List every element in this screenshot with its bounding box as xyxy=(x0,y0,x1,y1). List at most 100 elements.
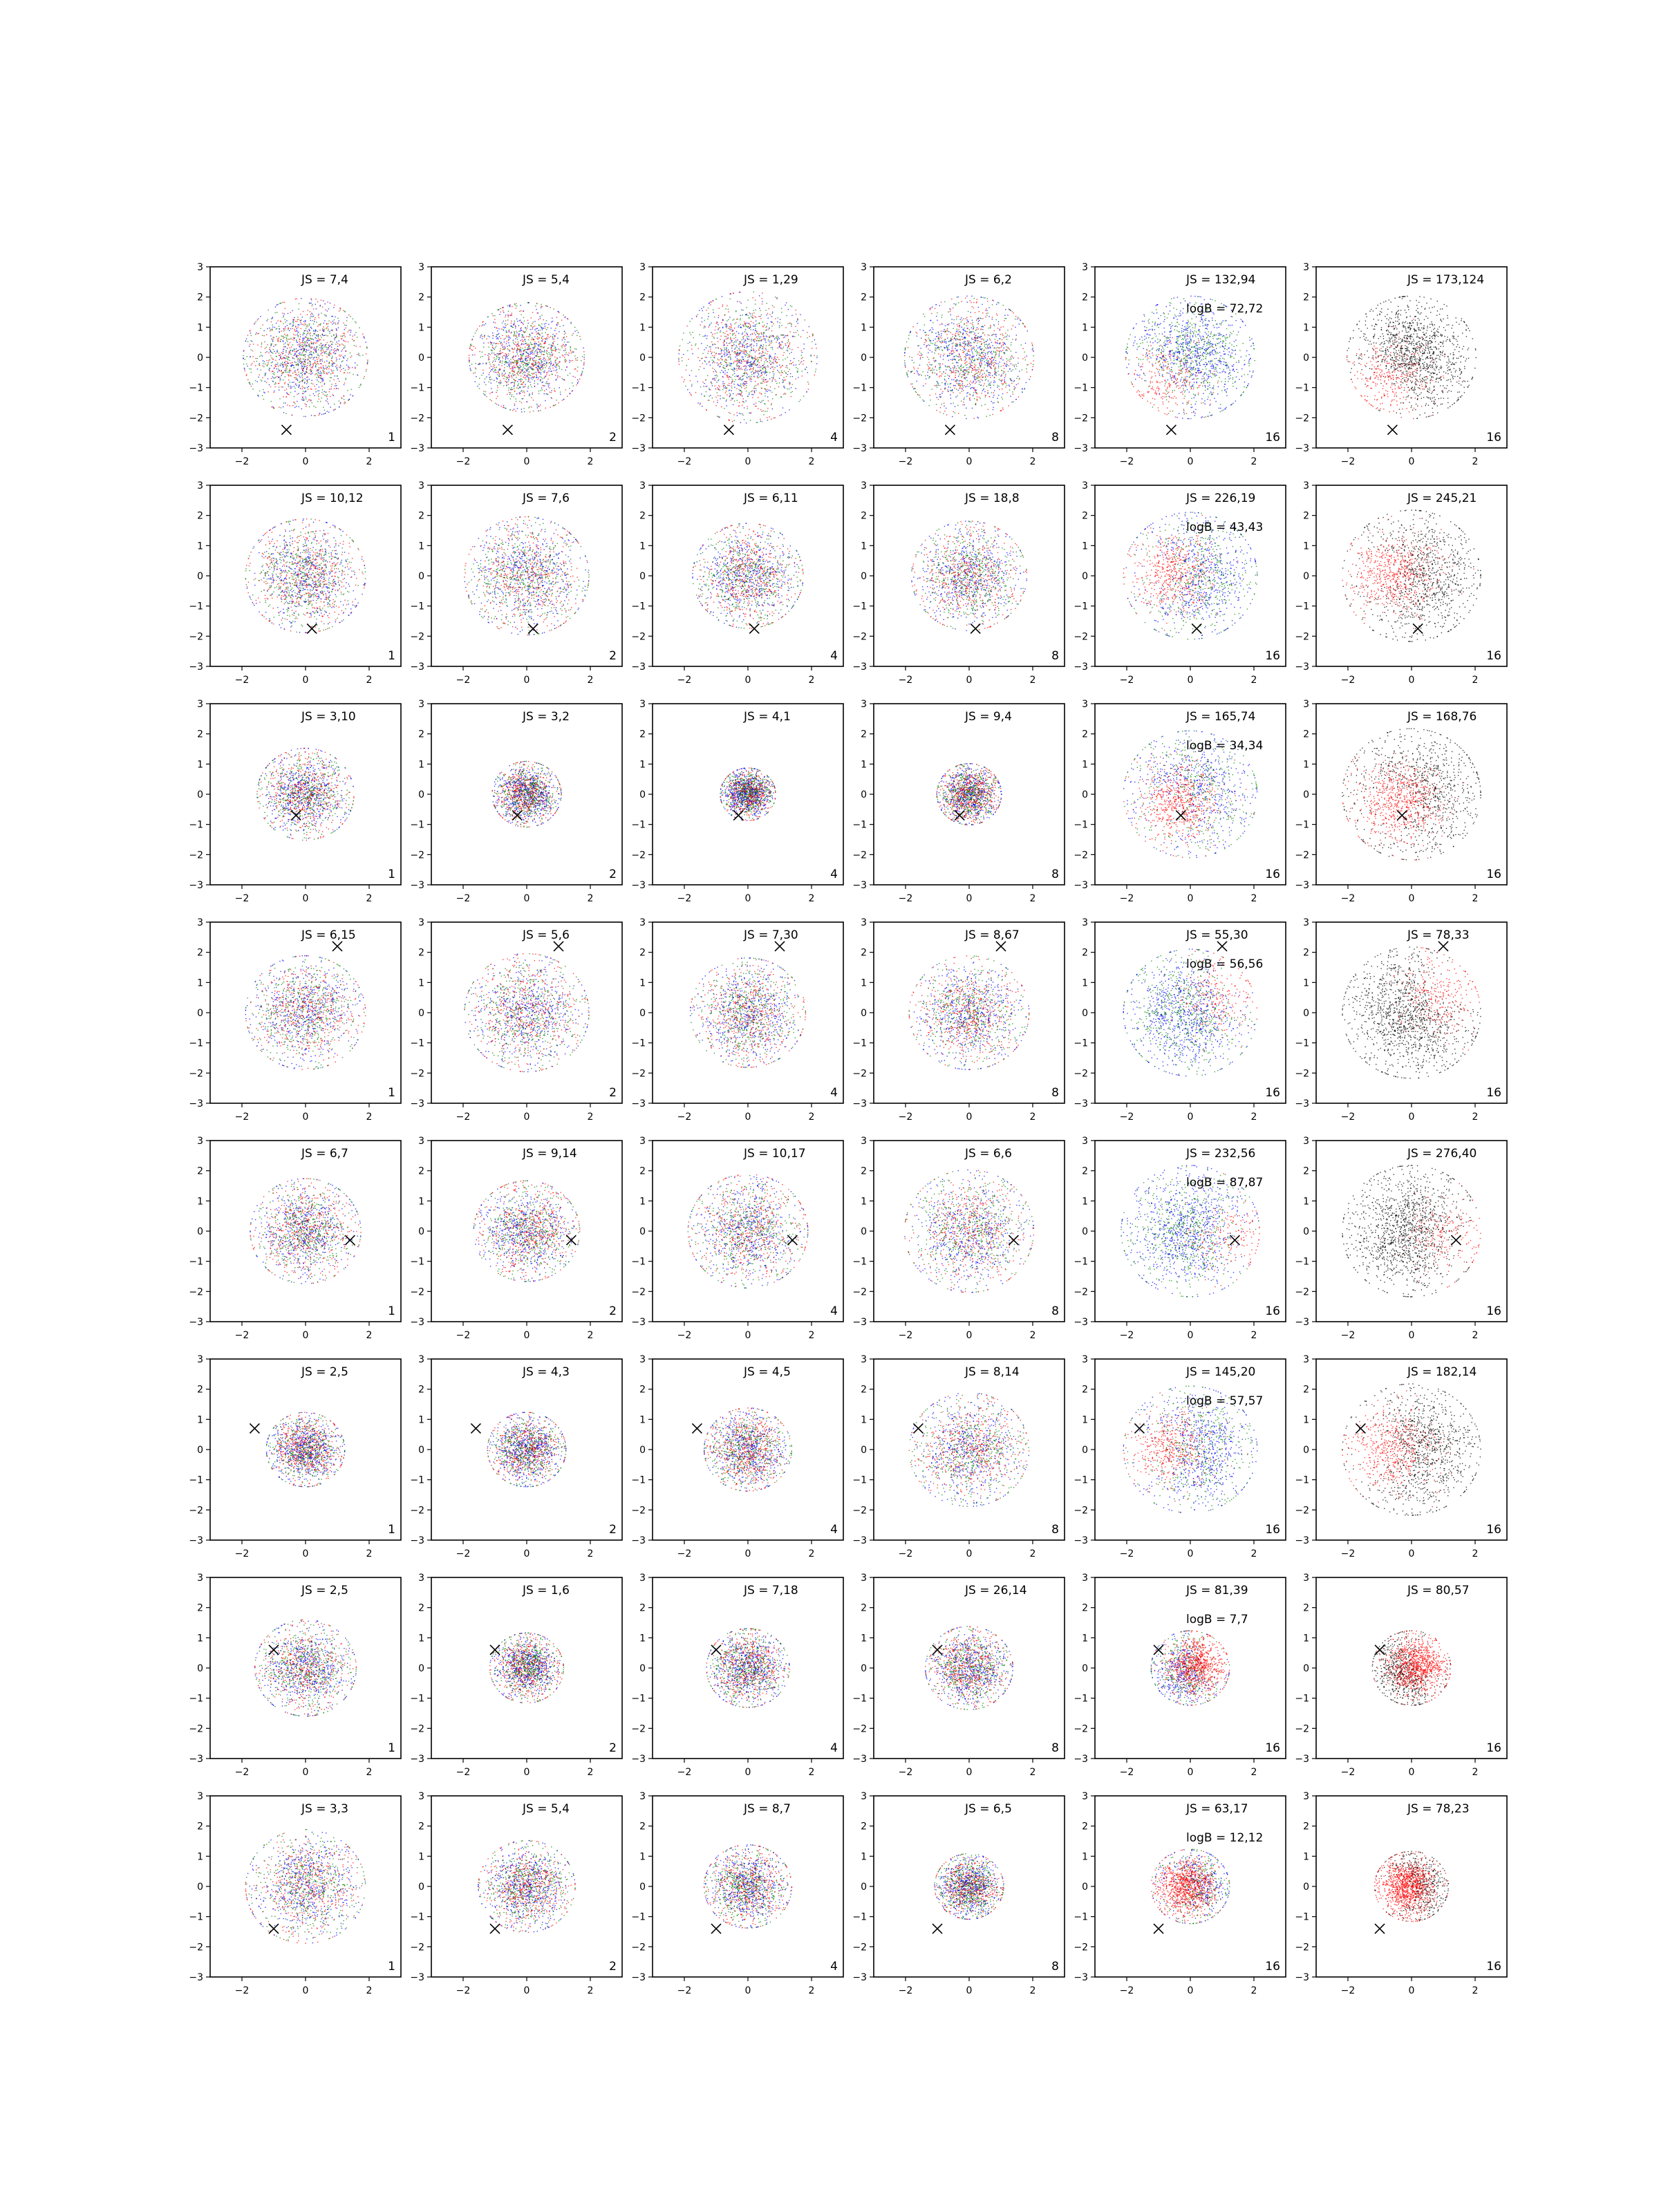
scatter-point xyxy=(301,349,302,350)
scatter-point xyxy=(760,383,761,384)
scatter-point xyxy=(286,338,287,339)
scatter-point xyxy=(730,354,731,355)
scatter-point xyxy=(327,373,328,374)
scatter-point xyxy=(282,353,283,354)
scatter-point xyxy=(502,323,503,324)
scatter-point xyxy=(808,389,809,390)
scatter-point xyxy=(584,357,585,358)
scatter-point xyxy=(315,365,316,366)
scatter-point xyxy=(332,394,333,395)
scatter-point xyxy=(299,354,300,355)
scatter-point xyxy=(752,317,753,318)
scatter-point xyxy=(929,345,930,346)
scatter-point xyxy=(519,350,520,351)
scatter-point xyxy=(365,342,366,343)
scatter-point xyxy=(726,327,727,328)
scatter-point xyxy=(994,390,995,391)
scatter-point xyxy=(764,373,765,374)
scatter-point xyxy=(519,392,520,393)
scatter-point xyxy=(536,375,537,376)
scatter-point xyxy=(723,332,724,333)
scatter-point xyxy=(519,349,520,350)
scatter-point xyxy=(698,348,699,349)
scatter-point xyxy=(752,313,753,314)
scatter-point xyxy=(250,368,251,369)
scatter-point xyxy=(525,379,526,380)
scatter-point xyxy=(758,377,759,378)
scatter-point xyxy=(771,313,772,314)
scatter-point xyxy=(343,368,344,369)
scatter-point xyxy=(505,353,506,354)
scatter-point xyxy=(577,379,578,380)
scatter-point xyxy=(302,396,303,397)
scatter-point xyxy=(330,353,331,354)
scatter-point xyxy=(570,350,571,351)
scatter-point xyxy=(284,302,285,303)
scatter-point xyxy=(528,355,529,356)
scatter-point xyxy=(748,323,749,324)
scatter-point xyxy=(738,344,739,345)
scatter-point xyxy=(717,416,718,417)
scatter-point xyxy=(782,348,783,349)
scatter-point xyxy=(537,328,538,329)
scatter-point xyxy=(794,336,795,337)
scatter-point xyxy=(278,368,279,369)
scatter-point xyxy=(298,324,299,325)
scatter-point xyxy=(943,413,944,414)
scatter-point xyxy=(559,326,560,327)
scatter-point xyxy=(701,394,702,395)
scatter-point xyxy=(773,378,774,379)
scatter-point xyxy=(678,358,679,359)
scatter-point xyxy=(314,362,315,363)
y-tick-label: 3 xyxy=(197,262,203,273)
scatter-point xyxy=(329,391,330,392)
scatter-point xyxy=(734,348,735,349)
scatter-point xyxy=(732,369,733,370)
scatter-point xyxy=(769,335,770,336)
scatter-point xyxy=(307,333,308,334)
scatter-point xyxy=(740,315,741,316)
scatter-point xyxy=(313,393,314,394)
scatter-point xyxy=(718,317,719,318)
y-tick-label: −2 xyxy=(189,413,203,424)
scatter-point xyxy=(299,345,300,346)
scatter-point xyxy=(779,327,780,328)
scatter-point xyxy=(327,411,328,412)
scatter-point xyxy=(502,363,503,364)
scatter-point xyxy=(720,330,721,331)
scatter-point xyxy=(747,374,748,375)
scatter-point xyxy=(737,363,738,364)
scatter-point xyxy=(277,304,278,305)
scatter-point xyxy=(936,316,937,317)
scatter-point xyxy=(271,357,272,358)
scatter-point xyxy=(525,356,526,357)
scatter-point xyxy=(731,398,732,399)
scatter-point xyxy=(316,384,317,385)
js-annotation: JS = 1,29 xyxy=(743,273,798,287)
scatter-point xyxy=(344,329,345,330)
scatter-point xyxy=(286,339,287,340)
scatter-point xyxy=(763,344,764,345)
scatter-point xyxy=(264,330,265,331)
scatter-point xyxy=(364,376,365,377)
scatter-point xyxy=(305,416,306,417)
scatter-point xyxy=(720,362,721,363)
scatter-point xyxy=(787,347,788,348)
scatter-point xyxy=(724,324,725,325)
scatter-point xyxy=(313,333,314,334)
scatter-point xyxy=(507,348,508,349)
scatter-point xyxy=(957,365,958,366)
scatter-point xyxy=(328,354,329,355)
scatter-point xyxy=(559,376,560,377)
scatter-point xyxy=(271,344,272,345)
scatter-point xyxy=(550,364,551,365)
scatter-point xyxy=(301,380,302,381)
scatter-point xyxy=(306,372,307,373)
scatter-point xyxy=(327,394,328,395)
scatter-point xyxy=(950,359,951,360)
scatter-point xyxy=(523,381,524,382)
scatter-point xyxy=(539,372,540,373)
scatter-point xyxy=(550,307,551,308)
scatter-point xyxy=(791,315,792,316)
scatter-point xyxy=(781,414,782,415)
